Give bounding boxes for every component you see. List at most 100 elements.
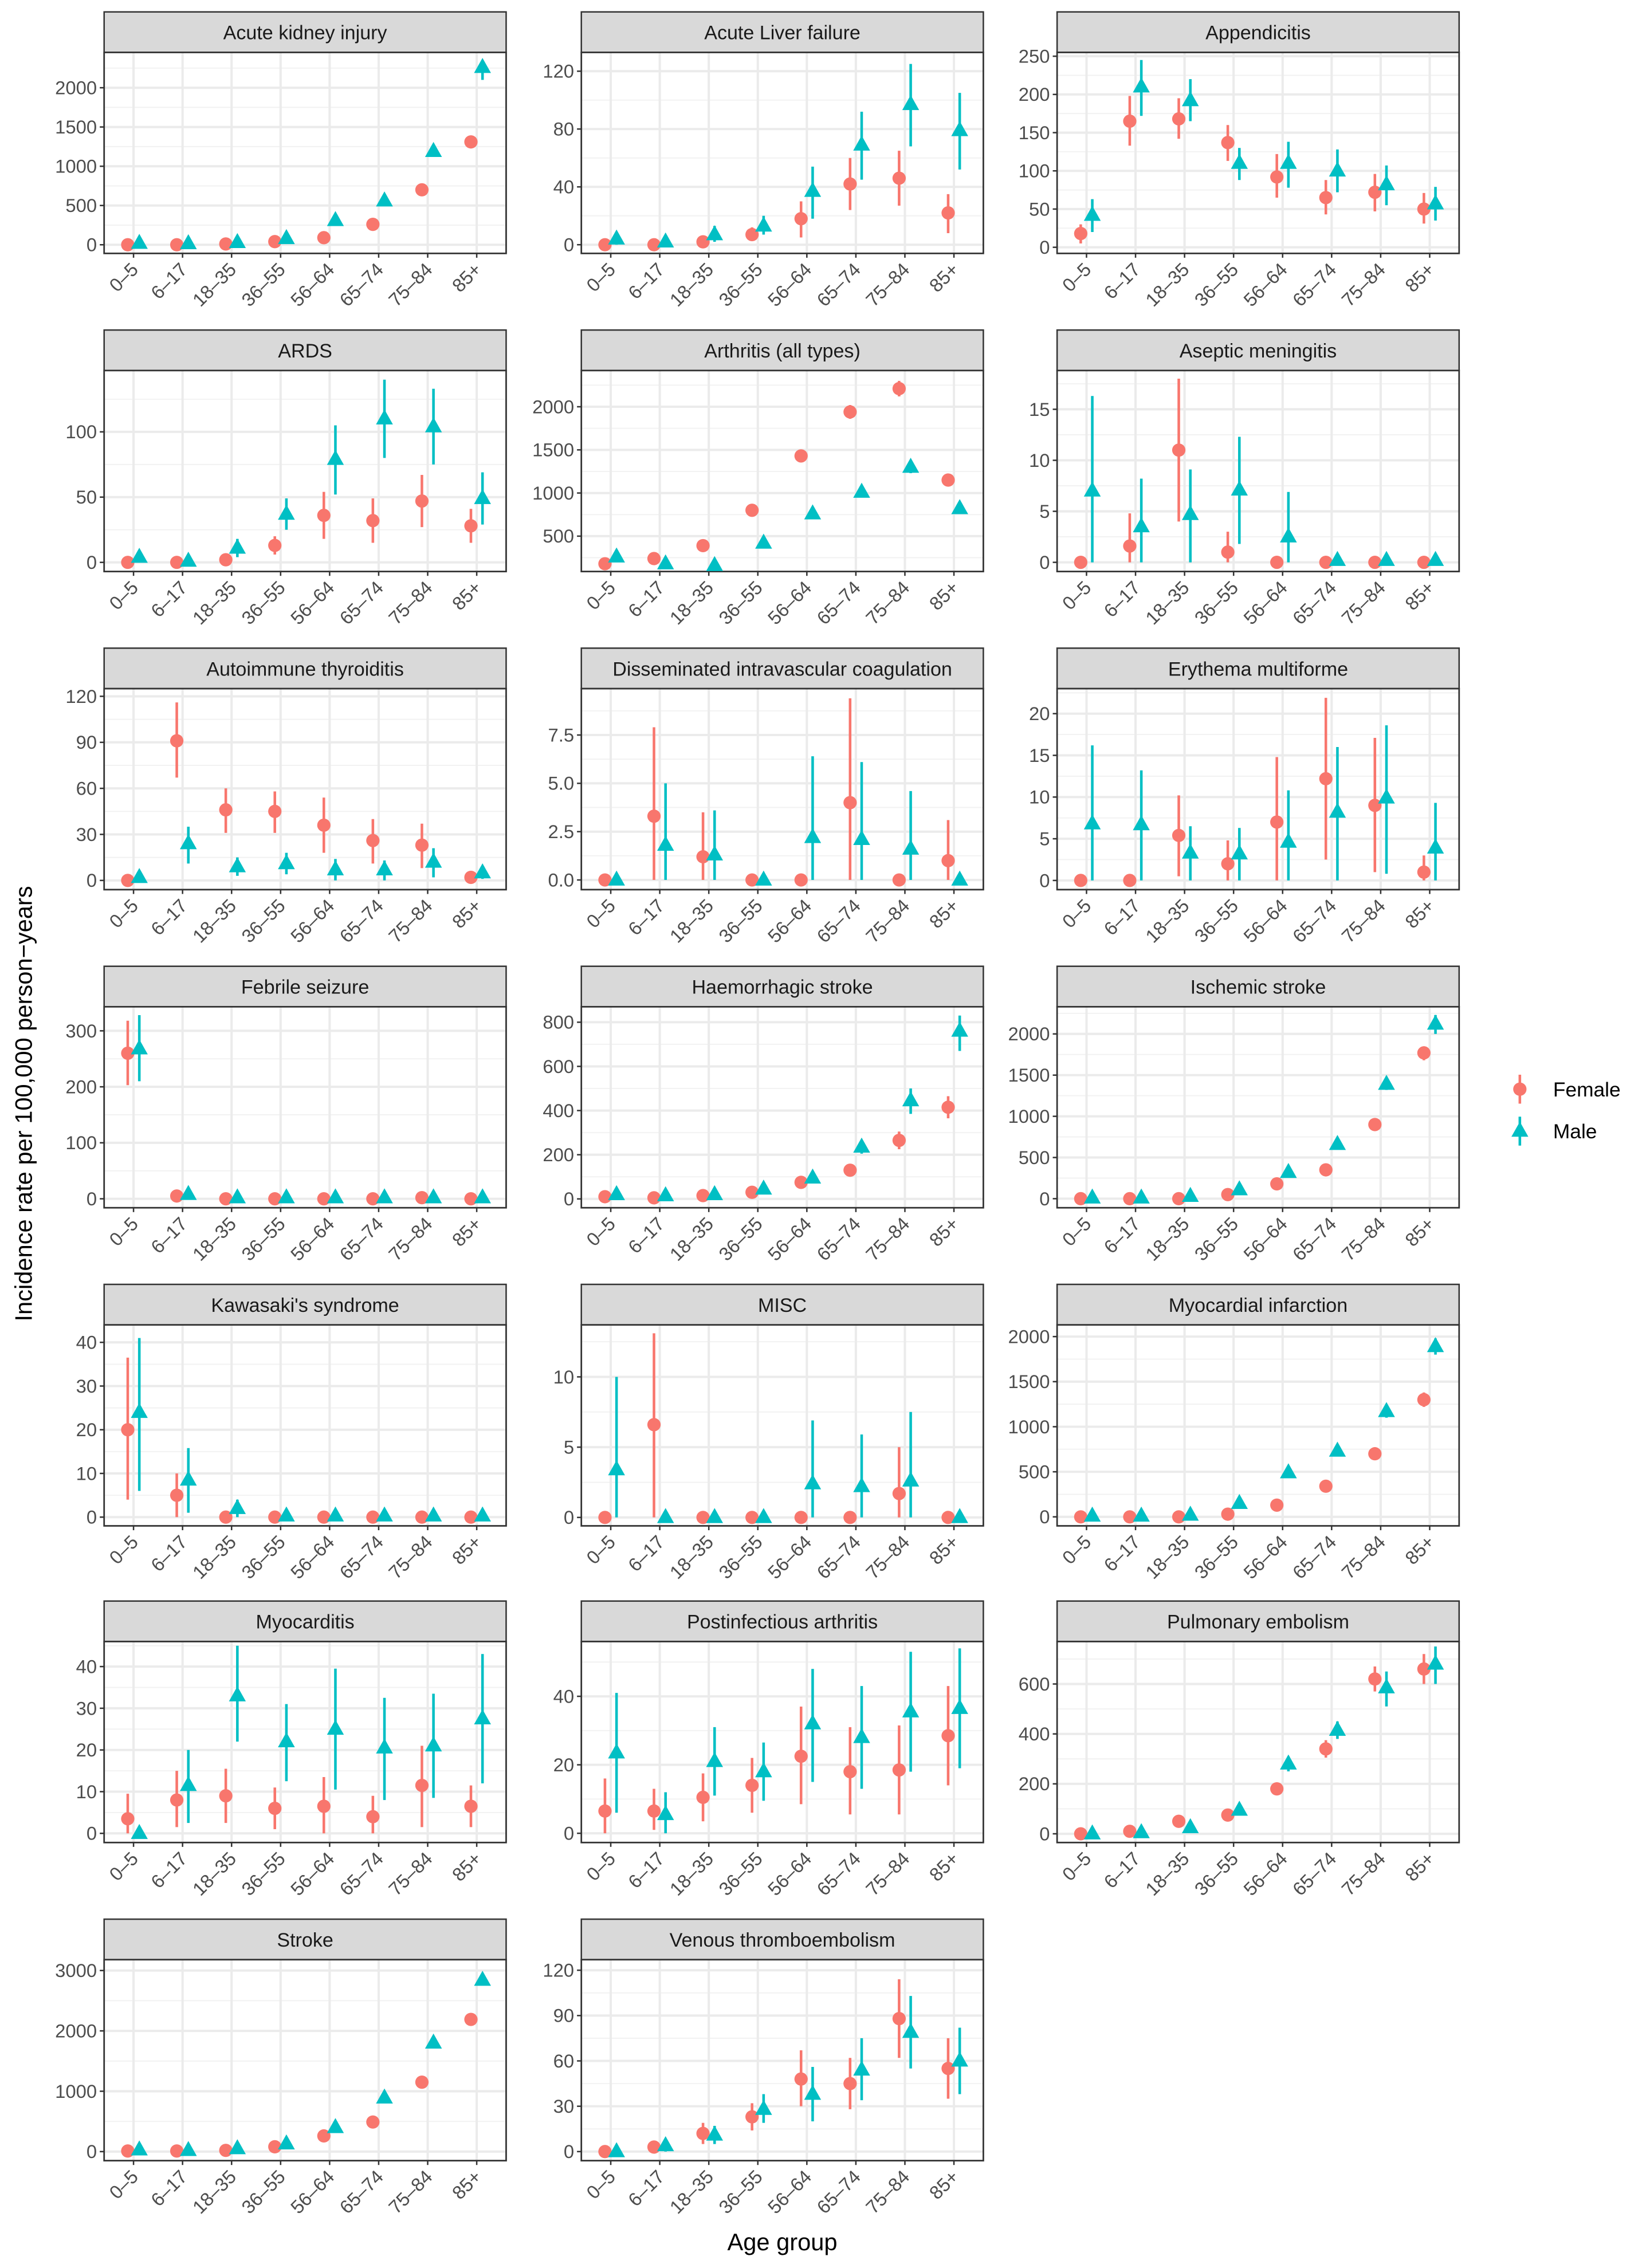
male-point [853,830,870,846]
x-tick-label: 6–17 [1099,1531,1144,1576]
female-point [598,557,612,571]
facet-title: Ischemic stroke [1191,977,1326,999]
male-point [804,1714,822,1730]
male-point [608,229,625,245]
y-tick-label: 40 [553,1685,574,1707]
male-point [327,860,344,875]
panel-border [580,1959,984,2162]
female-point [1417,865,1431,879]
male-point [1280,832,1297,848]
x-tick-label: 56–64 [1239,1531,1291,1583]
y-tick-label: 600 [1019,1673,1050,1695]
y-tick-label: 0 [87,870,97,891]
female-point [1319,772,1333,785]
female-point [794,1511,808,1524]
male-point [902,95,920,111]
male-point [131,1402,148,1418]
male-point [179,1776,197,1791]
y-tick-label: 90 [76,732,97,753]
y-tick-label: 90 [553,2005,574,2026]
x-tick-label: 56–64 [1239,577,1291,629]
facet-panel: Postinfectious arthritis 0 20 40 0–5 6–1718–3… [553,1600,984,1900]
male-point [1083,206,1101,221]
male-point [1083,1188,1101,1204]
male-point [902,1471,920,1487]
female-point [219,803,233,817]
facet-strip [1056,329,1460,372]
facet-panel: Aseptic meningitis 0 5 10 15 0–5 6–1718–3536–5… [1029,329,1460,629]
female-point [598,1804,612,1818]
x-tick-label: 65–74 [1288,1213,1341,1265]
female-point [1221,1507,1235,1521]
y-tick-label: 400 [1019,1723,1050,1744]
male-point [608,1460,625,1476]
x-tick-label: 75–84 [862,1848,914,1900]
x-tick-label: 6–17 [624,577,669,622]
male-point [1329,1720,1346,1736]
male-point [657,1186,674,1201]
male-point [1231,1493,1248,1510]
y-tick-label: 200 [1019,1773,1050,1794]
facet-strip [103,11,507,53]
male-point [951,1508,968,1523]
x-tick-label: 65–74 [812,258,865,310]
x-tick-label: 36–55 [237,895,289,947]
male-point [1378,788,1395,804]
male-point [853,1137,870,1153]
male-point [1280,1162,1297,1178]
y-tick-label: 100 [65,1132,97,1153]
y-tick-label: 200 [543,1144,574,1165]
y-tick-label: 0 [87,1823,97,1844]
male-point [474,58,491,73]
panel-border [1056,370,1460,573]
male-point [1427,194,1444,210]
x-tick-label: 6–17 [1099,258,1144,303]
female-point [268,538,282,552]
male-point [1378,551,1395,566]
female-point [1172,112,1186,126]
x-tick-label: 6–17 [1099,1213,1144,1257]
y-tick-label: 0 [1039,1823,1050,1844]
male-point [706,2125,724,2141]
x-tick-label: 18–35 [1141,1848,1193,1900]
male-point [853,2060,870,2076]
male-point [278,504,295,520]
male-point [327,2118,344,2133]
x-tick-label: 36–55 [714,895,767,947]
y-tick-label: 0 [564,2141,574,2162]
female-point [317,509,331,522]
y-tick-label: 0 [87,1507,97,1528]
x-tick-label: 85+ [448,258,486,296]
male-point [179,551,197,567]
y-tick-label: 30 [76,824,97,845]
x-tick-label: 0–5 [582,1848,619,1885]
male-point [853,482,870,498]
plot-area [581,1007,984,1208]
female-point [1368,1118,1382,1131]
y-tick-label: 50 [1029,198,1050,219]
female-point [696,1790,710,1805]
y-tick-label: 1500 [55,116,97,137]
male-point [131,2140,148,2156]
female-point [121,1423,135,1437]
x-tick-label: 18–35 [1141,1531,1193,1583]
female-point [366,1810,380,1823]
plot-area [581,52,984,254]
female-point [415,1778,429,1793]
facet-strip [103,1918,507,1961]
x-tick-label: 18–35 [188,258,241,310]
x-tick-label: 65–74 [1288,258,1341,310]
facet-panel: Venous thromboembolism 0 30 60 90 120 0–5 6–171… [543,1918,984,2218]
female-point [317,1192,331,1206]
x-tick-label: 18–35 [188,1848,241,1900]
female-point [1368,185,1382,199]
x-tick-label: 65–74 [335,1531,387,1583]
female-point [794,449,808,463]
y-tick-label: 7.5 [548,724,574,745]
x-tick-label: 56–64 [764,1848,816,1900]
x-tick-label: 6–17 [147,2166,191,2211]
x-tick-label: 0–5 [105,258,142,296]
male-point [608,1185,625,1200]
x-tick-label: 75–84 [384,1531,437,1583]
female-point [794,873,808,887]
